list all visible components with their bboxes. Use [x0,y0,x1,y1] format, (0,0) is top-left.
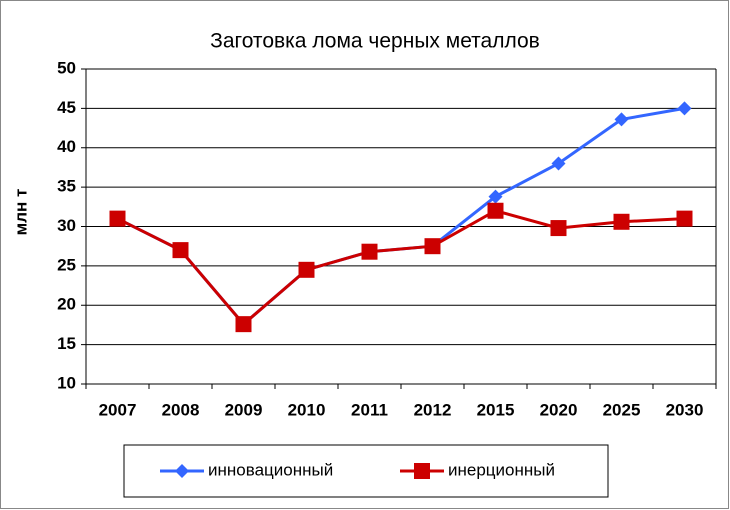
marker [550,220,567,237]
series-line [116,209,685,327]
marker [487,202,504,219]
y-axis-label: млн т [11,189,30,236]
marker [109,210,126,227]
x-tick-label: 2012 [414,400,452,419]
marker [361,243,378,260]
x-tick-label: 2015 [477,400,515,419]
marker [424,238,441,255]
x-tick-label: 2007 [99,400,137,419]
y-tick-label: 20 [57,295,76,314]
chart-title: Заготовка лома черных металлов [210,30,540,53]
marker [551,156,566,171]
x-tick-label: 2008 [162,400,200,419]
legend-label: инновационный [208,460,333,479]
y-tick-label: 50 [57,58,76,77]
y-tick-label: 45 [57,98,76,117]
marker [298,261,315,278]
marker [676,210,693,227]
x-tick-label: 2020 [540,400,578,419]
x-tick-label: 2025 [603,400,641,419]
legend-label: инерционный [448,460,555,479]
marker [235,316,252,333]
legend-box [123,444,609,498]
y-tick-label: 15 [57,334,76,353]
x-tick-label: 2010 [288,400,326,419]
y-tick-label: 35 [57,177,76,196]
marker [175,464,189,478]
marker [172,242,189,259]
marker [614,112,629,127]
y-tick-label: 40 [57,137,76,156]
x-tick-label: 2011 [351,400,388,419]
y-tick-label: 25 [57,255,76,274]
marker [613,213,630,230]
x-tick-label: 2030 [666,400,704,419]
marker [677,101,692,116]
marker [414,463,430,479]
y-tick-label: 30 [57,216,76,235]
x-tick-label: 2009 [225,400,263,419]
y-tick-label: 10 [57,373,76,392]
marker [488,189,503,204]
